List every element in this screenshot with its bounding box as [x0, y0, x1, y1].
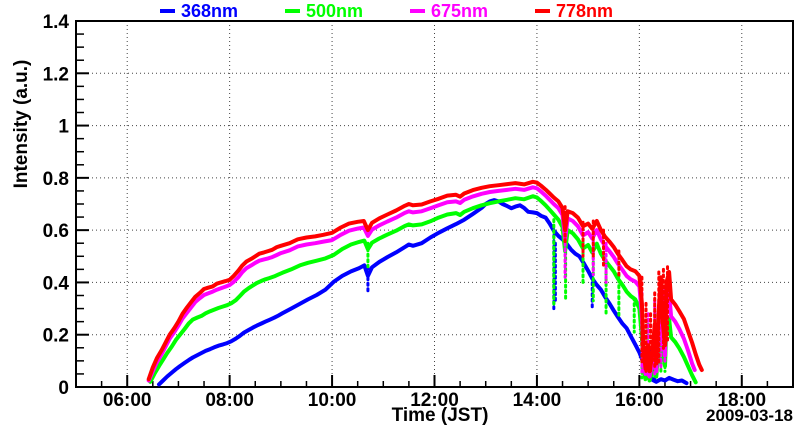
x-axis-title: Time (JST): [391, 405, 489, 426]
y-tick-label: 1: [58, 117, 69, 138]
y-tick-label: 0: [58, 378, 69, 399]
date-label: 2009-03-18: [706, 406, 793, 425]
legend-line-swatch-778nm: [535, 9, 550, 13]
legend-line-swatch-675nm: [410, 9, 425, 13]
legend-item-778nm: 778nm: [535, 1, 660, 21]
x-tick-label: 12:00: [410, 390, 459, 411]
curve-675nm: [146, 185, 697, 383]
y-tick-label: 0.4: [43, 273, 70, 294]
curve-778nm: [146, 179, 704, 382]
curve-500nm: [148, 194, 698, 385]
legend-label-500nm: 500nm: [306, 1, 364, 21]
y-tick-label: 1.2: [43, 64, 69, 85]
x-tick-label: 16:00: [615, 390, 664, 411]
y-tick-label: 0.2: [43, 326, 69, 347]
x-tick-label: 18:00: [717, 390, 766, 411]
legend-line-swatch-368nm: [160, 9, 175, 13]
x-tick-label: 10:00: [308, 390, 357, 411]
legend-item-368nm: 368nm: [160, 1, 285, 21]
y-tick-label: 1.4: [43, 12, 70, 33]
legend-item-500nm: 500nm: [285, 1, 410, 21]
plot-frame: [75, 20, 794, 388]
legend-label-368nm: 368nm: [181, 1, 239, 21]
legend-label-778nm: 778nm: [556, 1, 614, 21]
y-tick-label: 0.6: [43, 221, 69, 242]
legend-item-675nm: 675nm: [410, 1, 535, 21]
y-tick-label: 0.8: [43, 169, 69, 190]
legend: 368nm 500nm 675nm 778nm: [160, 1, 660, 21]
x-tick-label: 08:00: [205, 390, 254, 411]
legend-line-swatch-500nm: [285, 9, 300, 13]
x-tick-label: 06:00: [103, 390, 152, 411]
legend-label-675nm: 675nm: [431, 1, 489, 21]
curve-368nm: [157, 198, 689, 387]
x-tick-label: 14:00: [513, 390, 562, 411]
